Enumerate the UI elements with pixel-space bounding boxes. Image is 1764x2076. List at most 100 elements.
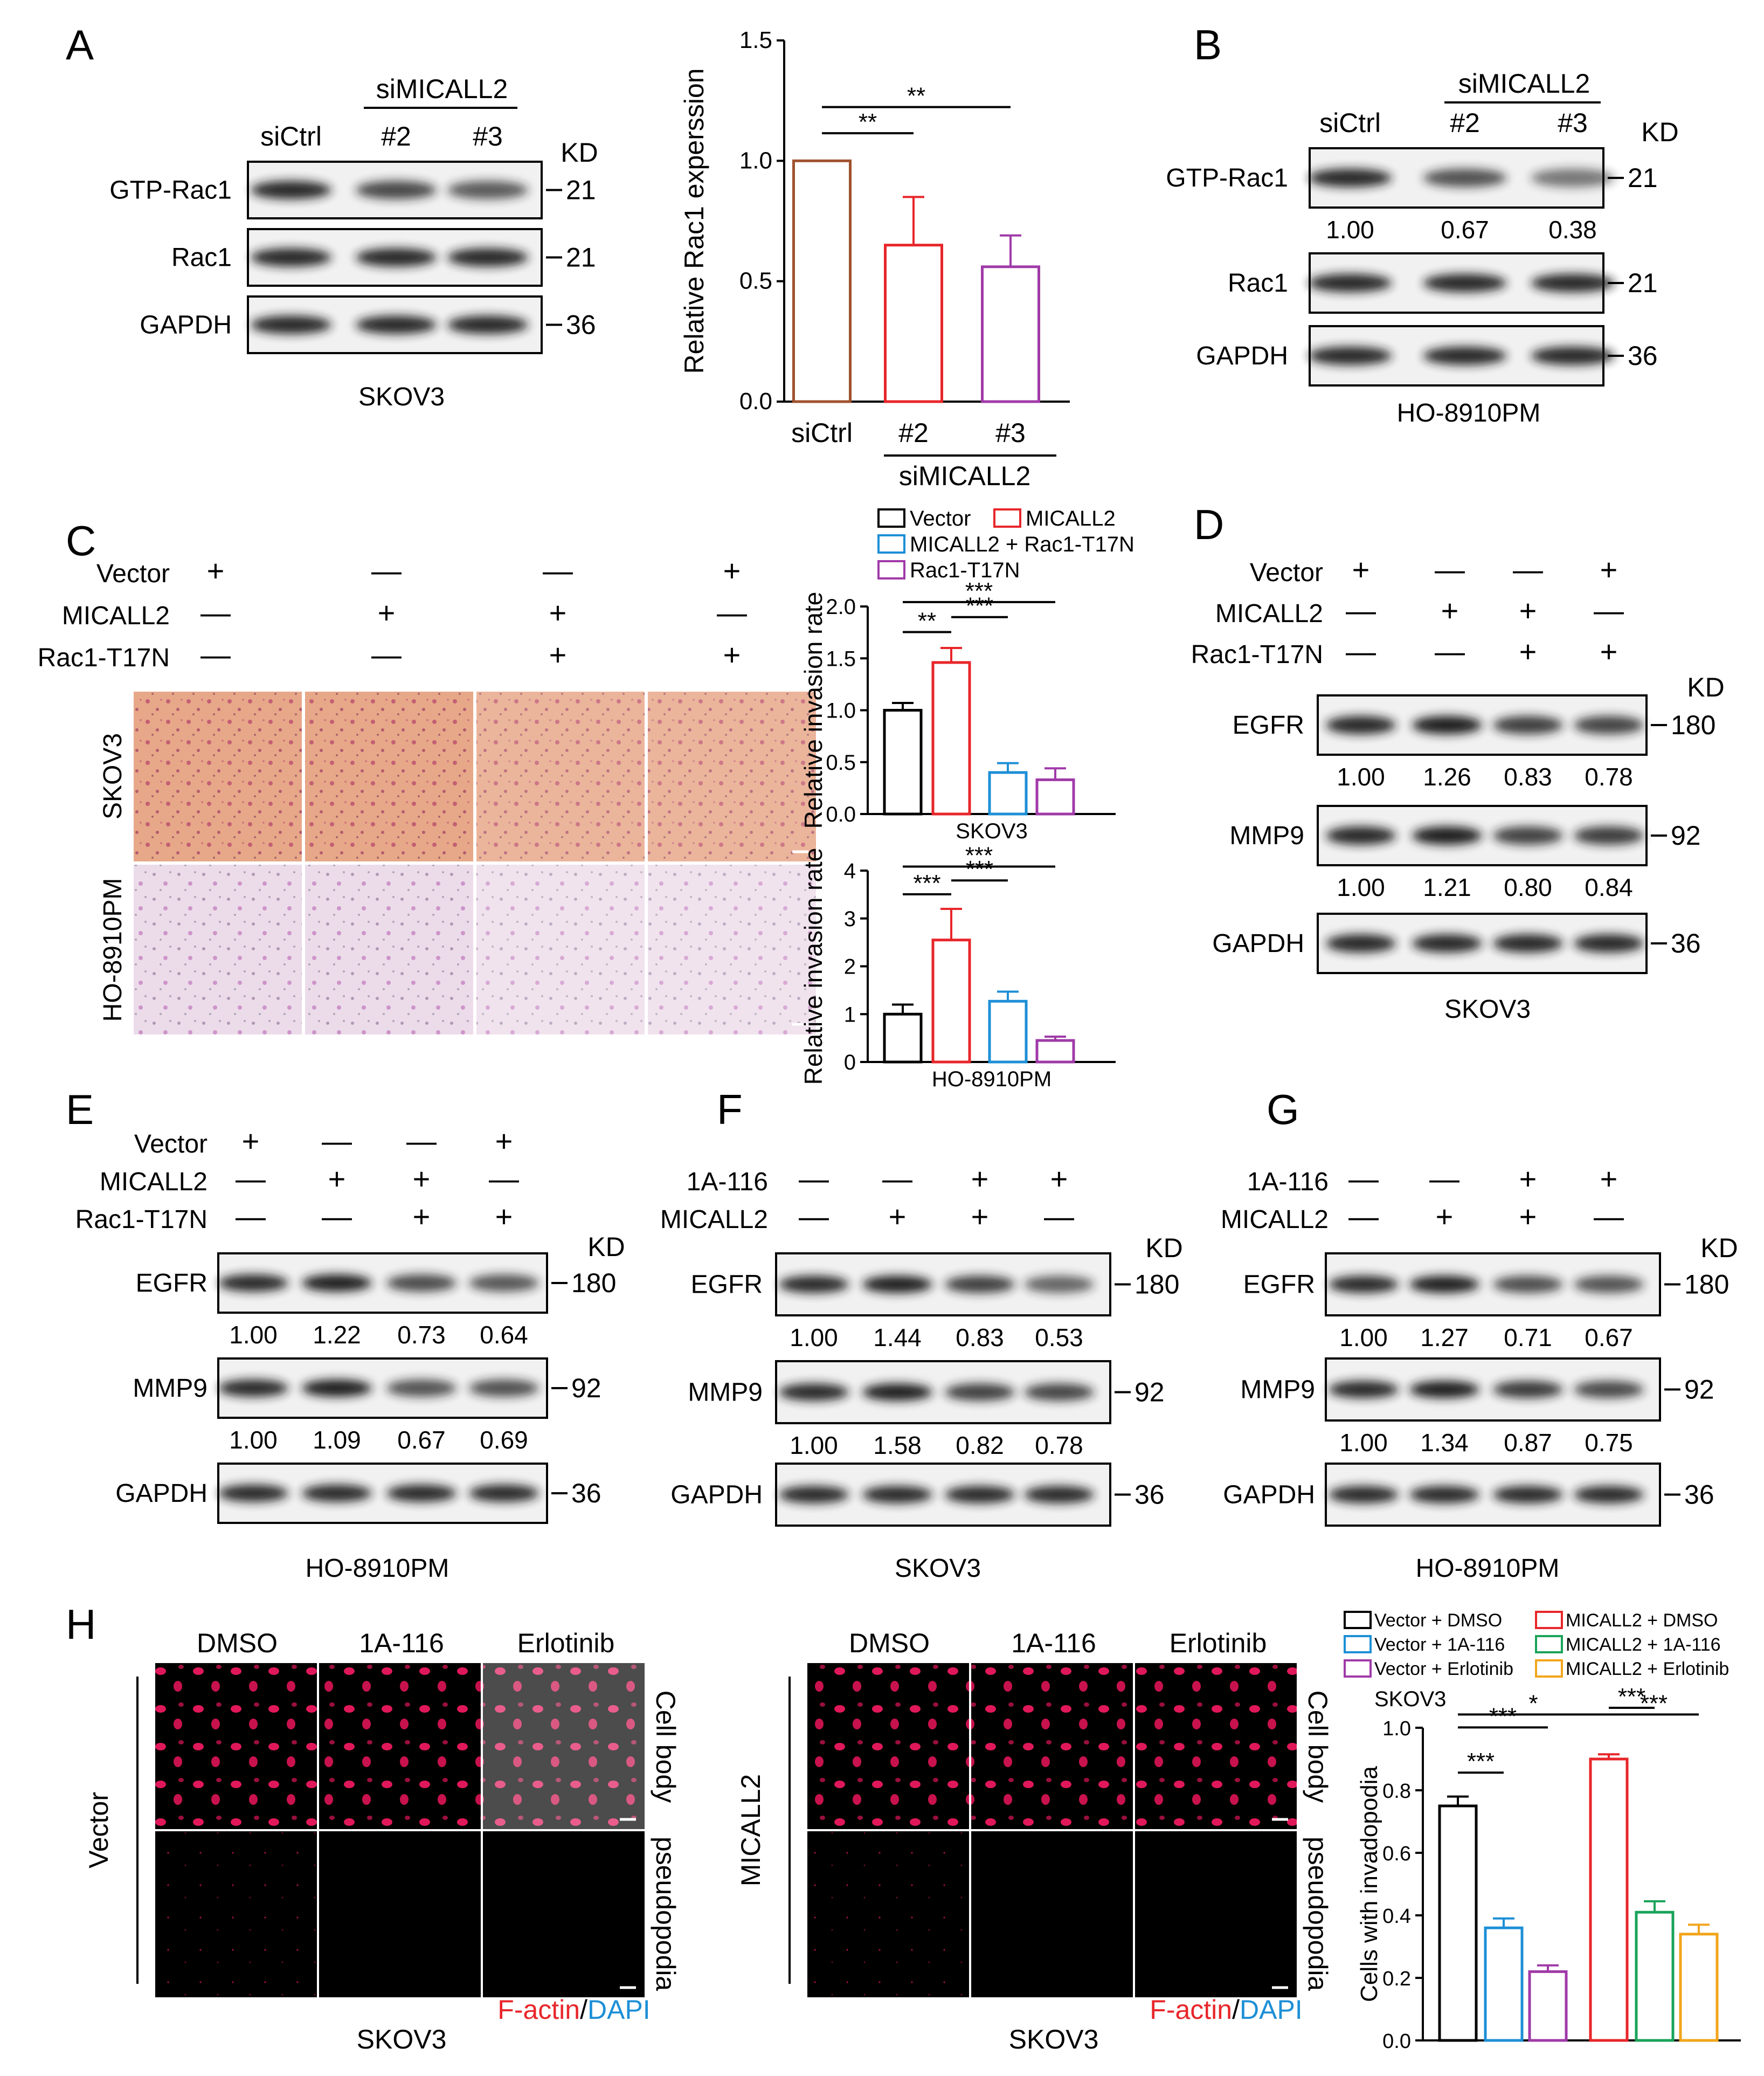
legend-swatch [877,560,905,580]
significance-label: *** [1467,1748,1495,1775]
sign: + [1436,1199,1454,1233]
blot-band [447,315,528,334]
group-label: MICALL2 [736,1774,766,1886]
row-label: MICALL2 [62,602,170,630]
bar [1528,1970,1568,2042]
legend-label: Vector + DMSO [1374,1610,1502,1631]
sign: — [371,554,402,588]
panel-b-header: siMICALL2 siCtrl #2 #3 KD HO-8910PM [1319,68,1679,427]
sign: — [1346,594,1376,627]
bar [792,159,852,403]
treatment-label: 1A-116 [1011,1628,1096,1658]
chart-A: 0.0 0.5 1.0 1.5 Relative Rac1 experssion siCt… [679,27,1070,491]
blot-band [945,1275,1015,1293]
blot-label: MMP9 [133,1374,207,1403]
panel-e-treatment-table: Vector MICALL2 Rac1-T17N + — — + — + + —… [75,1124,625,1583]
row-label: Rac1-T17N [1191,640,1323,669]
y-tick-label: 1 [844,1003,856,1026]
panel-g-treatment-table: 1A-116 MICALL2 — — + + — + + — KD HO-891… [1221,1162,1738,1583]
significance-label: * [1528,1690,1538,1716]
lane-label: #2 [381,121,411,151]
row-label: Cell body [1303,1691,1333,1803]
blot-label: MMP9 [1229,822,1304,850]
y-tick-label: 1.5 [739,27,772,53]
band-quant: 1.00 [229,1426,278,1454]
row-label: Rac1-T17N [75,1205,207,1234]
blot-label: GAPDH [140,311,232,340]
treatment-label: Erlotinib [517,1628,615,1658]
stain-separator: / [1232,1995,1240,2025]
blot-band [251,248,331,267]
kd-value: 21 [566,243,596,273]
blot-band [1574,1275,1644,1293]
blot-label: GTP-Rac1 [109,176,232,205]
significance-label: *** [966,593,993,619]
confocal-micall2-1a116-cell-body [971,1663,1133,1829]
legend-label: MICALL2 + 1A-116 [1566,1634,1721,1655]
chart-H: 0.0 0.2 0.4 0.6 0.8 1.0 Cells with invadopodia… [1356,1684,1741,2053]
blot-band [1329,1381,1399,1398]
kd-unit: KD [1687,672,1724,702]
confocal-micall2-dmso-pseudopodia [807,1831,969,1997]
band-quant: 0.71 [1504,1323,1552,1351]
treatment-label: DMSO [197,1628,278,1658]
blot-label: GAPDH [115,1479,207,1508]
panel-letter-d: D [1194,501,1224,548]
band-quant: 0.64 [480,1321,528,1349]
kd-value: 36 [571,1478,601,1508]
y-tick-label: 1.0 [826,699,856,723]
sign: + [889,1199,907,1233]
panel-letter-c: C [66,517,96,564]
blot-band [356,181,437,199]
row-label: MICALL2 [660,1205,768,1234]
blot-band [386,1274,456,1292]
sign: — [200,596,231,630]
panelB-blots: GTP-Rac1 21 1.00 0.67 0.38 Rac1 21 GAPDH 36 [1166,147,1658,387]
y-tick-label: 0 [844,1051,856,1074]
blot-label: EGFR [1243,1271,1315,1299]
bar [1589,1757,1629,2042]
significance-label: *** [966,856,993,882]
kd-value: 36 [1135,1480,1165,1510]
row-label: 1A-116 [1247,1168,1329,1196]
dapi-label: DAPI [587,1995,651,2025]
sign: + [378,596,396,630]
y-tick-label: 1.0 [1382,1718,1411,1740]
band-quant: 0.67 [397,1426,446,1454]
significance-label: ** [859,109,877,135]
x-tick-label: siCtrl [791,418,853,448]
blot-label: EGFR [1233,711,1304,740]
blot-band [1024,1486,1094,1503]
blot-band [1329,1486,1399,1503]
row-label: Vector [96,560,170,588]
kd-unit: KD [561,137,598,168]
band-quant: 1.09 [313,1426,361,1454]
panel-letter-g: G [1267,1086,1299,1133]
sign: + [242,1124,260,1158]
cell-line-label: SKOV3 [358,383,445,411]
row-label: 1A-116 [687,1168,768,1196]
bar [1035,1039,1075,1064]
blot-band [469,1380,539,1397]
kd-unit: KD [1641,117,1678,147]
kd-value: 180 [1684,1270,1729,1300]
kd-value: 21 [1628,163,1658,193]
blot-band [1329,1275,1399,1293]
bar [884,244,943,403]
x-tick-label: #2 [898,418,929,448]
sign: — [200,638,231,672]
blot-band [1409,1275,1479,1293]
blot-band [1493,1381,1563,1398]
blot-band [1493,1275,1563,1293]
blot-band [1409,1381,1479,1398]
band-quant: 1.21 [1423,873,1471,901]
sign: — [406,1124,437,1158]
y-tick-label: 0.5 [826,751,856,775]
significance-label: *** [913,870,940,896]
blot-band [1531,169,1615,187]
y-axis-label: Relative invasion rate [799,592,827,829]
image-row-label: HO-8910PM [99,878,127,1022]
y-tick-label: 0.0 [1382,2030,1411,2053]
band-quant: 0.53 [1035,1323,1083,1351]
